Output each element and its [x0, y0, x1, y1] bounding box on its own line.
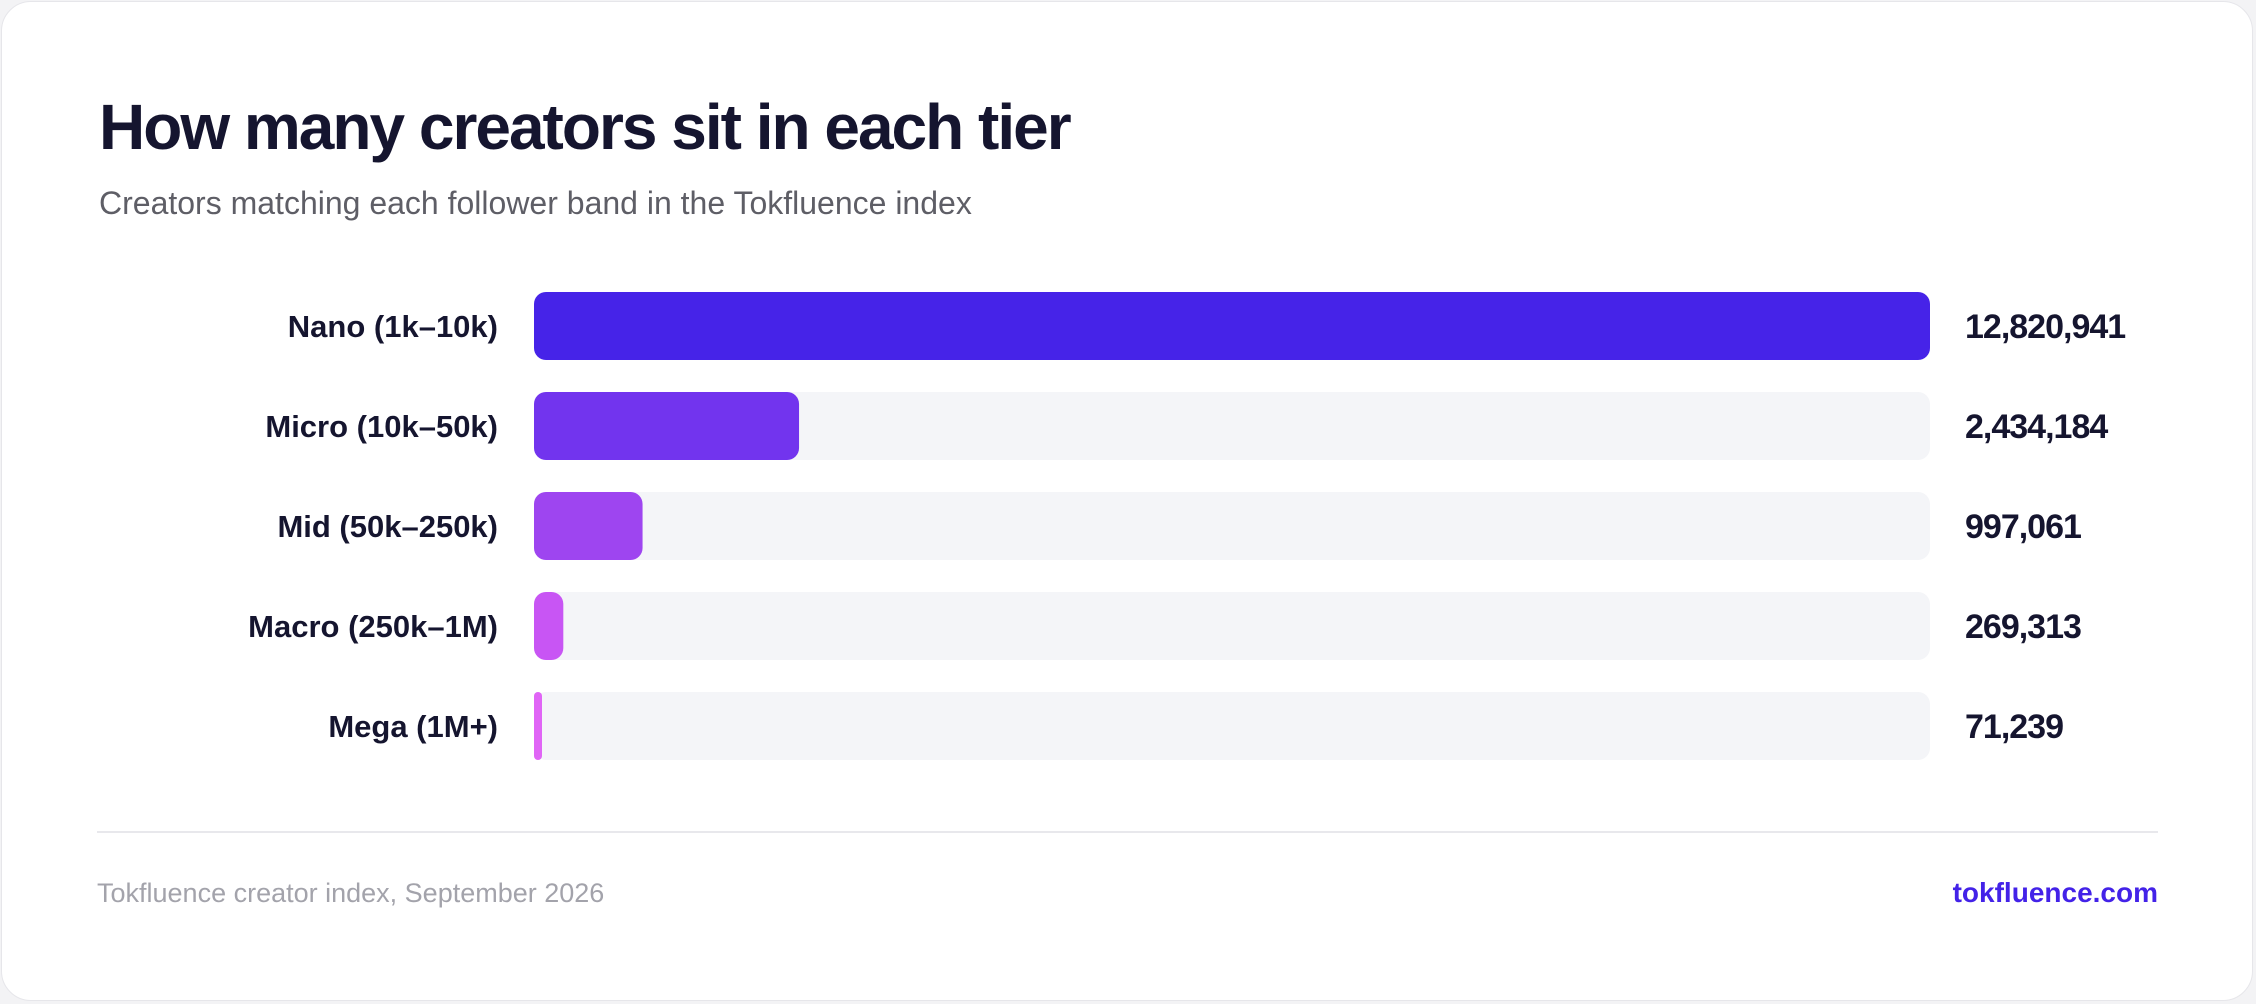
category-label-mega: Mega (1M+) — [328, 709, 498, 744]
bar-micro — [534, 392, 800, 460]
value-label-nano: 12,820,941 — [1965, 308, 2125, 346]
bar-row-micro: Micro (10k–50k) 2,434,184 — [265, 392, 2109, 460]
brand-link[interactable]: tokfluence.com — [1952, 877, 2158, 908]
bar-track-mid — [534, 492, 1930, 560]
value-label-mega: 71,239 — [1965, 708, 2063, 746]
category-label-micro: Micro (10k–50k) — [265, 409, 498, 444]
value-label-mid: 997,061 — [1965, 508, 2081, 546]
source-note: Tokfluence creator index, September 2026 — [97, 878, 605, 908]
bar-chart: Nano (1k–10k) 12,820,941 Micro (10k–50k) 2,… — [248, 292, 2126, 760]
category-label-nano: Nano (1k–10k) — [288, 309, 498, 344]
bar-row-nano: Nano (1k–10k) 12,820,941 — [288, 292, 2126, 360]
bar-nano — [534, 292, 1930, 360]
chart-title: How many creators sit in each tier — [99, 91, 1072, 163]
bar-mid — [534, 492, 643, 560]
bar-row-macro: Macro (250k–1M) 269,313 — [248, 592, 2082, 660]
category-label-macro: Macro (250k–1M) — [248, 609, 498, 644]
category-label-mid: Mid (50k–250k) — [277, 509, 498, 544]
bar-track-micro — [534, 392, 1930, 460]
bar-track-macro — [534, 592, 1930, 660]
value-label-micro: 2,434,184 — [1965, 408, 2108, 446]
bar-macro — [534, 592, 564, 660]
bar-row-mega: Mega (1M+) 71,239 — [328, 692, 2064, 760]
bar-row-mid: Mid (50k–250k) 997,061 — [277, 492, 2082, 560]
bar-mega — [534, 692, 542, 760]
chart-subtitle: Creators matching each follower band in … — [99, 185, 972, 221]
value-label-macro: 269,313 — [1965, 608, 2081, 646]
bar-track-mega — [534, 692, 1930, 760]
footer-divider — [97, 831, 2158, 833]
